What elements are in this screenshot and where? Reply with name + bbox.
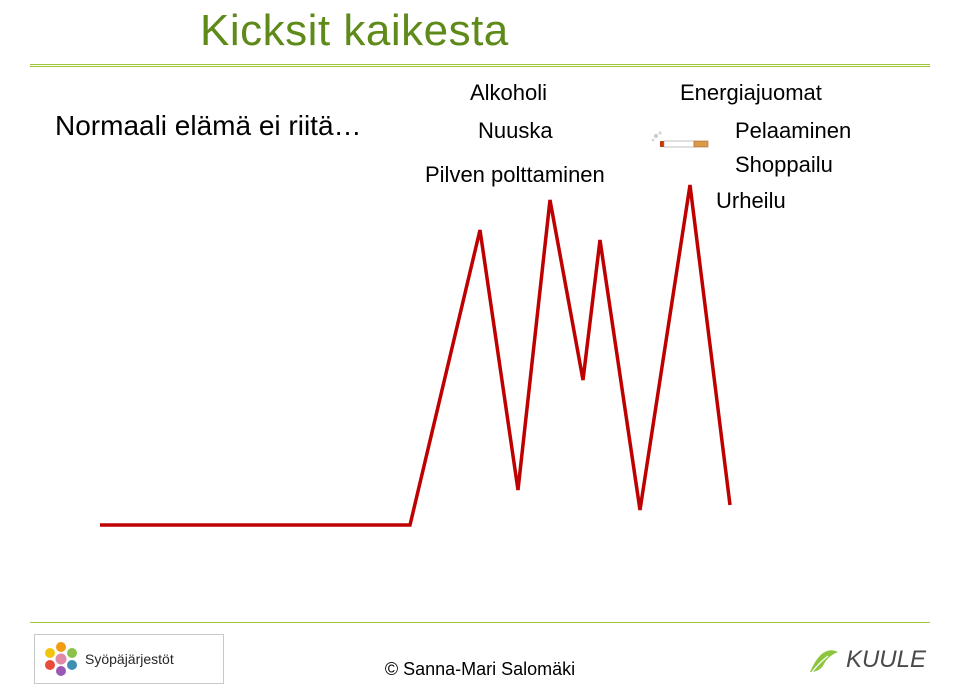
footer-rule	[30, 622, 930, 623]
flower-icon	[41, 639, 81, 679]
logo-left-text: Syöpäjärjestöt	[85, 651, 174, 667]
footer-copyright: © Sanna-Mari Salomäki	[385, 659, 575, 680]
logo-syopajarjestot: Syöpäjärjestöt	[34, 634, 224, 684]
cigarette-icon	[650, 130, 710, 156]
title-rule	[30, 64, 930, 65]
label-alkoholi: Alkoholi	[470, 80, 547, 106]
leaf-icon	[806, 642, 842, 678]
label-nuuska: Nuuska	[478, 118, 553, 144]
logo-kuule: KUULE	[776, 638, 926, 682]
label-pelaaminen: Pelaaminen	[735, 118, 851, 144]
subtitle: Normaali elämä ei riitä…	[55, 110, 362, 142]
label-shoppailu: Shoppailu	[735, 152, 833, 178]
label-energia: Energiajuomat	[680, 80, 822, 106]
slide-footer: Syöpäjärjestöt © Sanna-Mari Salomäki KUU…	[0, 622, 960, 692]
title-rule-2	[30, 66, 930, 67]
kicks-line-chart	[100, 180, 820, 540]
logo-right-text: KUULE	[846, 646, 926, 674]
slide-title: Kicksit kaikesta	[200, 6, 509, 56]
